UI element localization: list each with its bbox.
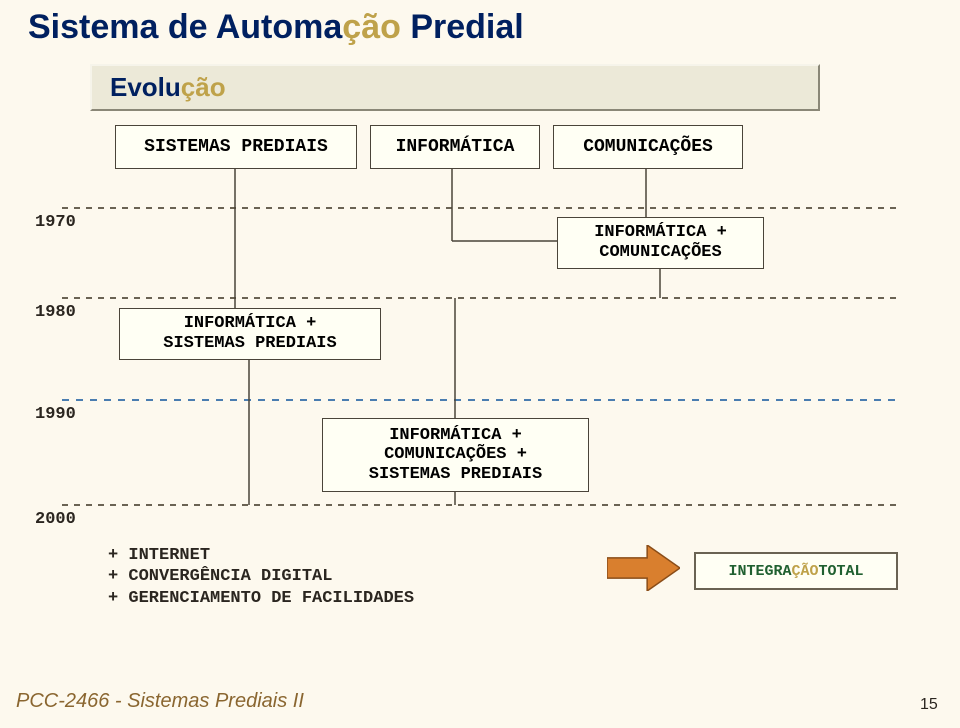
merge-box-0: INFORMÁTICA + COMUNICAÇÕES	[557, 217, 764, 269]
integration-total-box: INTEGRAÇÃO TOTAL	[694, 552, 898, 590]
arrow-icon	[607, 545, 680, 591]
top-box-2-label: COMUNICAÇÕES	[577, 133, 719, 162]
merge-box-1: INFORMÁTICA + SISTEMAS PREDIAIS	[119, 308, 381, 360]
top-box-0: SISTEMAS PREDIAIS	[115, 125, 357, 169]
slide-title: Sistema de Automação Predial	[28, 8, 524, 47]
top-box-1: INFORMÁTICA	[370, 125, 540, 169]
page-number: 15	[920, 696, 938, 714]
year-1970: 1970	[35, 213, 76, 232]
merge-box-2-label: INFORMÁTICA + COMUNICAÇÕES + SISTEMAS PR…	[363, 422, 548, 489]
top-box-2: COMUNICAÇÕES	[553, 125, 743, 169]
year-1980: 1980	[35, 303, 76, 322]
additions-list: + INTERNET + CONVERGÊNCIA DIGITAL + GERE…	[108, 545, 414, 609]
year-2000: 2000	[35, 510, 76, 529]
year-1990: 1990	[35, 405, 76, 424]
top-box-0-label: SISTEMAS PREDIAIS	[138, 133, 334, 162]
merge-box-2: INFORMÁTICA + COMUNICAÇÕES + SISTEMAS PR…	[322, 418, 589, 492]
footer-course: PCC-2466 - Sistemas Prediais II	[16, 690, 304, 713]
subtitle-evolucao: Evolução	[90, 64, 820, 111]
merge-box-1-label: INFORMÁTICA + SISTEMAS PREDIAIS	[157, 310, 342, 357]
merge-box-0-label: INFORMÁTICA + COMUNICAÇÕES	[588, 219, 733, 266]
top-box-1-label: INFORMÁTICA	[390, 133, 521, 162]
